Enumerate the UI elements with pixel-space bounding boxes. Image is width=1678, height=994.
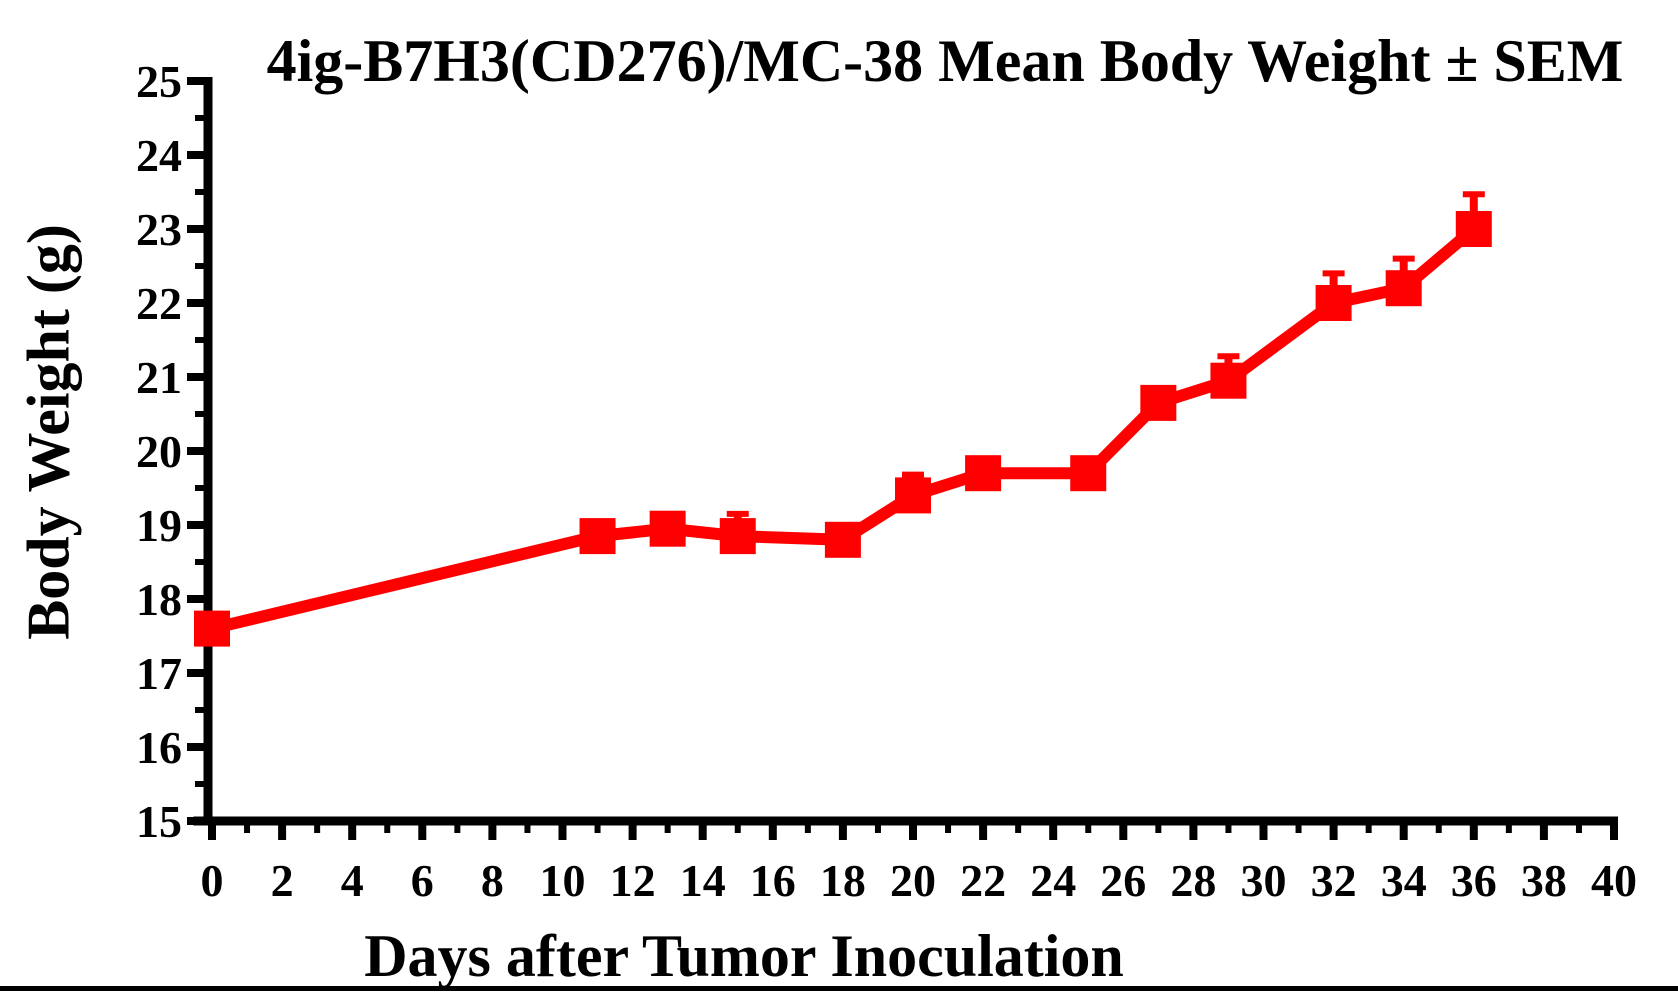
x-tick-label: 28 — [1170, 855, 1216, 906]
data-point-marker — [649, 510, 686, 547]
x-tick-label: 32 — [1311, 855, 1357, 906]
data-point-marker — [965, 455, 1002, 492]
x-tick-label: 36 — [1451, 855, 1497, 906]
data-point-marker — [1315, 285, 1352, 321]
x-tick-label: 8 — [481, 855, 504, 906]
series-line — [210, 224, 1478, 635]
x-tick-label: 24 — [1030, 855, 1076, 906]
data-point-marker — [824, 521, 861, 558]
y-tick-label: 22 — [136, 278, 182, 329]
y-tick-label: 16 — [136, 722, 182, 773]
y-tick-label: 25 — [136, 56, 182, 107]
y-tick-label: 23 — [136, 204, 182, 255]
y-tick-label: 17 — [136, 648, 182, 699]
data-point-marker — [1385, 270, 1422, 307]
data-point-marker — [579, 518, 616, 555]
data-point-marker — [1455, 211, 1492, 247]
x-tick-label: 10 — [540, 855, 586, 906]
y-tick-label: 15 — [136, 796, 182, 847]
x-axis-title: Days after Tumor Inoculation — [364, 923, 1124, 989]
x-tick-label: 22 — [960, 855, 1006, 906]
y-tick-label: 18 — [136, 574, 182, 625]
x-tick-label: 0 — [201, 855, 224, 906]
x-tick-label: 6 — [411, 855, 434, 906]
data-point-marker — [1070, 455, 1107, 492]
x-tick-label: 38 — [1521, 855, 1567, 906]
x-tick-label: 20 — [890, 855, 936, 906]
x-tick-label: 16 — [750, 855, 796, 906]
data-point-marker — [1140, 384, 1177, 421]
y-tick-label: 20 — [136, 426, 182, 477]
x-tick-label: 12 — [610, 855, 656, 906]
x-tick-label: 40 — [1591, 855, 1637, 906]
x-tick-label: 34 — [1381, 855, 1427, 906]
y-tick-label: 19 — [136, 500, 182, 551]
data-point-marker — [895, 477, 931, 514]
chart-title: 4ig-B7H3(CD276)/MC-38 Mean Body Weight ±… — [266, 28, 1624, 94]
x-tick-label: 18 — [820, 855, 866, 906]
bottom-rule — [0, 986, 1678, 991]
x-tick-label: 14 — [680, 855, 726, 906]
y-tick-label: 21 — [136, 352, 182, 403]
x-tick-label: 4 — [341, 855, 364, 906]
y-tick-label: 24 — [136, 130, 182, 181]
data-point-marker — [719, 518, 756, 555]
x-tick-label: 2 — [271, 855, 294, 906]
data-point-marker — [1210, 362, 1247, 399]
x-tick-label: 26 — [1100, 855, 1146, 906]
data-point-marker — [194, 610, 230, 647]
x-tick-label: 30 — [1241, 855, 1287, 906]
